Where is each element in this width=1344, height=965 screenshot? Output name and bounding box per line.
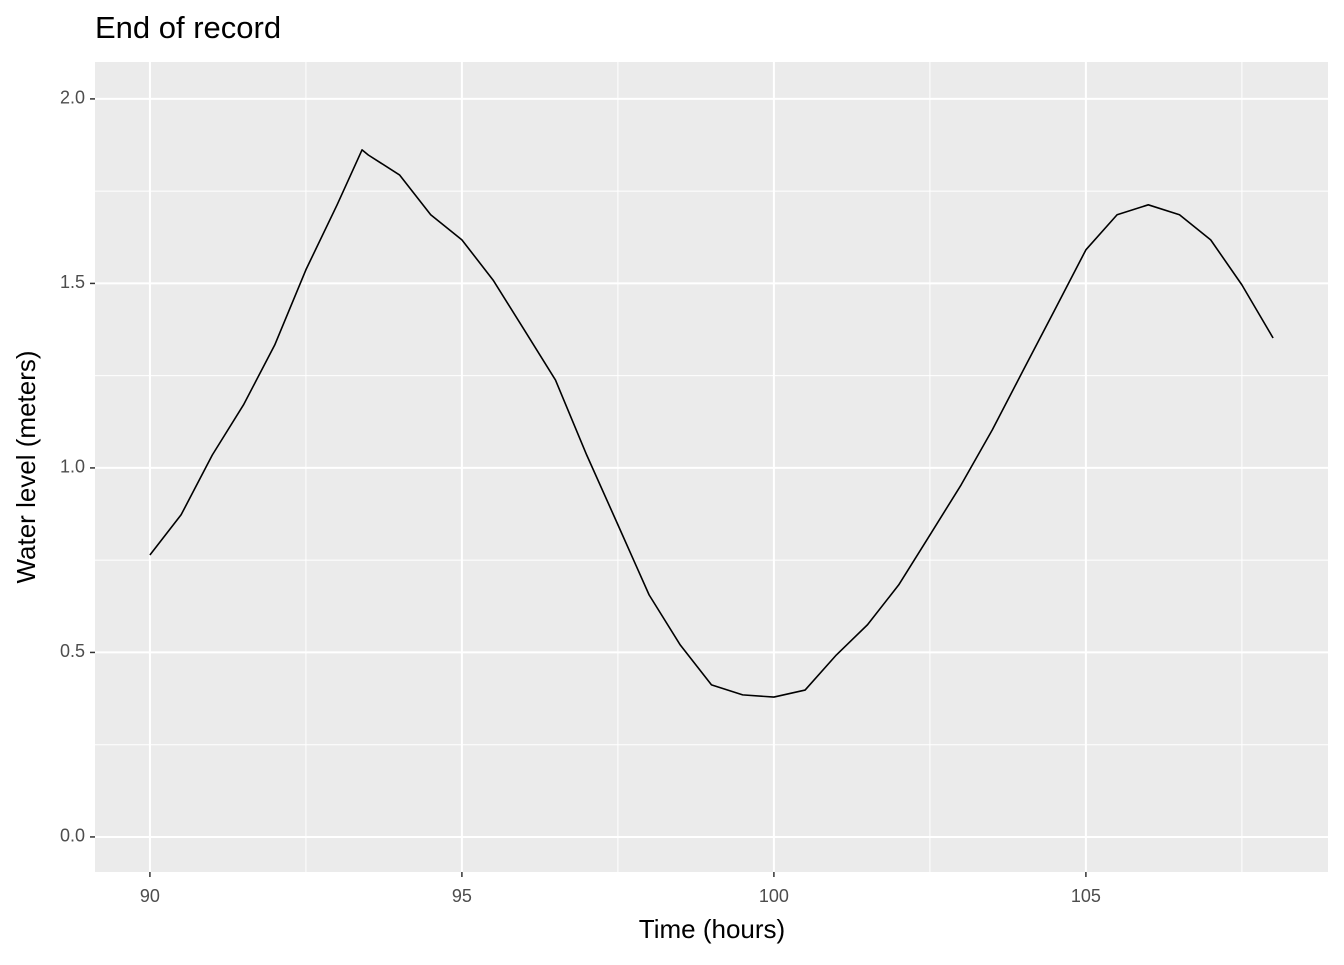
x-tick-label: 100 <box>759 886 789 906</box>
y-tick-label: 1.0 <box>60 457 85 477</box>
x-tick-label: 90 <box>140 886 160 906</box>
x-axis-title: Time (hours) <box>639 914 785 944</box>
x-tick-label: 95 <box>452 886 472 906</box>
x-tick-label: 105 <box>1071 886 1101 906</box>
y-tick-label: 1.5 <box>60 272 85 292</box>
y-tick-label: 2.0 <box>60 88 85 108</box>
chart-title: End of record <box>95 10 281 45</box>
line <box>149 149 1274 698</box>
y-tick-label: 0.5 <box>60 641 85 661</box>
y-axis-title: Water level (meters) <box>11 350 41 583</box>
y-tick-label: 0.0 <box>60 826 85 846</box>
